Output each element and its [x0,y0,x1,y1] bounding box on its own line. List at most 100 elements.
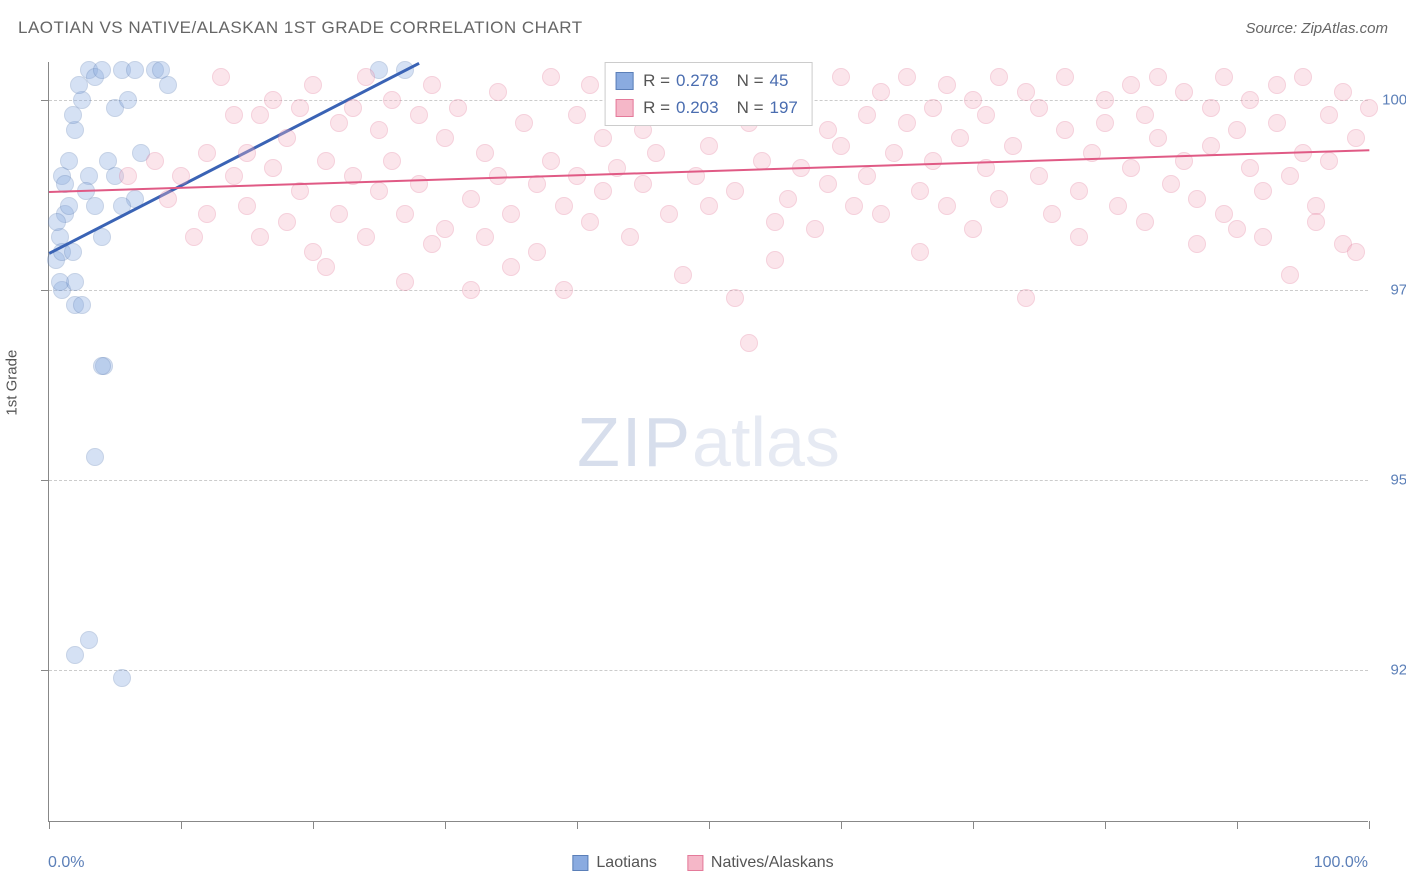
data-point [1122,76,1140,94]
data-point [278,129,296,147]
data-point [476,228,494,246]
data-point [172,167,190,185]
data-point [1096,114,1114,132]
data-point [436,129,454,147]
data-point [1268,114,1286,132]
data-point [1334,83,1352,101]
y-tick-label: 100.0% [1382,92,1406,109]
data-point [1268,76,1286,94]
data-point [238,197,256,215]
data-point [344,99,362,117]
data-point [60,152,78,170]
data-point [977,106,995,124]
chart-header: LAOTIAN VS NATIVE/ALASKAN 1ST GRADE CORR… [18,18,1388,38]
x-axis-max: 100.0% [1314,854,1368,872]
y-tick [41,480,49,481]
plot-area: ZIPatlas R =0.278N =45R =0.203N =197 92.… [48,62,1368,822]
data-point [555,197,573,215]
data-point [80,631,98,649]
x-tick [49,821,50,829]
data-point [647,144,665,162]
data-point [819,121,837,139]
chart-source: Source: ZipAtlas.com [1245,20,1388,37]
y-tick [41,290,49,291]
data-point [898,68,916,86]
data-point [1017,289,1035,307]
data-point [66,273,84,291]
data-point [60,197,78,215]
data-point [594,182,612,200]
data-point [542,152,560,170]
data-point [1162,175,1180,193]
data-point [766,251,784,269]
data-point [1254,182,1272,200]
data-point [1056,121,1074,139]
data-point [383,91,401,109]
data-point [700,197,718,215]
stats-row: R =0.278N =45 [615,67,802,94]
data-point [621,228,639,246]
data-point [1228,121,1246,139]
y-tick-label: 95.0% [1390,472,1406,489]
data-point [700,137,718,155]
data-point [423,76,441,94]
data-point [528,243,546,261]
legend-label: Natives/Alaskans [711,854,834,871]
data-point [1017,83,1035,101]
data-point [1281,167,1299,185]
data-point [396,273,414,291]
data-point [660,205,678,223]
data-point [911,182,929,200]
data-point [581,76,599,94]
legend-swatch [615,72,633,90]
data-point [304,243,322,261]
data-point [225,106,243,124]
data-point [964,91,982,109]
data-point [1030,99,1048,117]
data-point [370,121,388,139]
data-point [858,167,876,185]
data-point [1202,99,1220,117]
x-tick [709,821,710,829]
data-point [462,281,480,299]
data-point [872,83,890,101]
data-point [515,114,533,132]
data-point [779,190,797,208]
data-point [410,106,428,124]
data-point [726,289,744,307]
data-point [1347,243,1365,261]
data-point [251,106,269,124]
data-point [423,235,441,253]
data-point [1122,159,1140,177]
data-point [1360,99,1378,117]
data-point [159,190,177,208]
x-tick [841,821,842,829]
x-tick [973,821,974,829]
data-point [951,129,969,147]
stat-label-r: R = [643,67,670,94]
legend-swatch [615,99,633,117]
stat-value-n: 45 [770,67,789,94]
legend-label: Laotians [596,854,657,871]
data-point [357,68,375,86]
data-point [1228,220,1246,238]
data-point [264,159,282,177]
data-point [152,61,170,79]
data-point [1215,205,1233,223]
data-point [1202,137,1220,155]
y-tick-label: 97.5% [1390,282,1406,299]
data-point [86,448,104,466]
data-point [86,197,104,215]
data-point [291,99,309,117]
x-axis-min: 0.0% [48,854,84,872]
data-point [938,76,956,94]
data-point [502,258,520,276]
data-point [476,144,494,162]
data-point [93,357,111,375]
x-tick [1105,821,1106,829]
data-point [238,144,256,162]
chart-title: LAOTIAN VS NATIVE/ALASKAN 1ST GRADE CORR… [18,18,583,38]
data-point [1043,205,1061,223]
stat-label-n: N = [737,94,764,121]
legend-item: Natives/Alaskans [687,854,834,872]
